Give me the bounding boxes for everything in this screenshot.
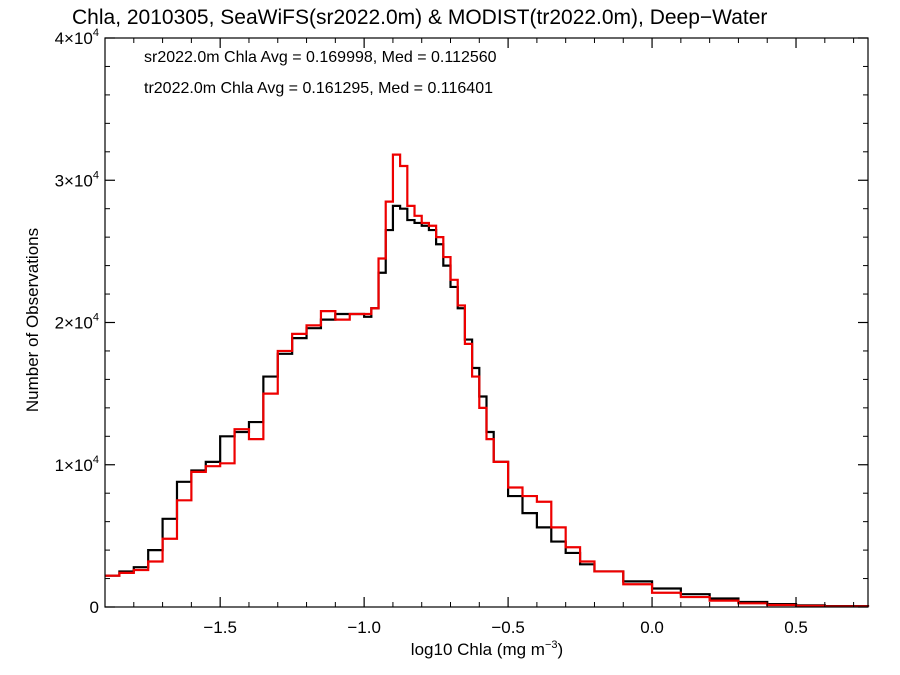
chart-title: Chla, 2010305, SeaWiFS(sr2022.0m) & MODI… bbox=[72, 6, 767, 29]
y-tick-label: 2×104 bbox=[55, 312, 99, 333]
x-tick-label: −0.5 bbox=[491, 618, 525, 637]
x-tick-label: 0.5 bbox=[784, 618, 808, 637]
series-line-0 bbox=[105, 204, 870, 608]
x-tick-label: −1.0 bbox=[347, 618, 381, 637]
x-tick-label: 0.0 bbox=[640, 618, 664, 637]
plot-series-group bbox=[105, 153, 870, 608]
x-tick-label: −1.5 bbox=[203, 618, 237, 637]
series-line-1 bbox=[105, 153, 870, 608]
y-axis-label: Number of Observations bbox=[23, 228, 42, 412]
y-tick-label: 4×104 bbox=[55, 27, 99, 48]
legend-entry-tr2022: tr2022.0m Chla Avg = 0.161295, Med = 0.1… bbox=[144, 80, 493, 97]
y-tick-label: 1×104 bbox=[55, 454, 99, 475]
y-axis-ticks: 0 1×104 2×104 3×104 4×104 bbox=[55, 27, 868, 617]
x-axis-label: log10 Chla (mg m−3) bbox=[411, 639, 563, 659]
y-tick-label: 0 bbox=[90, 598, 99, 617]
x-axis-ticks: −1.5 −1.0 −0.5 0.0 0.5 bbox=[133, 38, 855, 637]
plot-frame bbox=[104, 37, 869, 608]
y-tick-label: 3×104 bbox=[55, 169, 99, 190]
legend: sr2022.0m Chla Avg = 0.169998, Med = 0.1… bbox=[144, 49, 497, 97]
legend-entry-sr2022: sr2022.0m Chla Avg = 0.169998, Med = 0.1… bbox=[144, 49, 497, 66]
